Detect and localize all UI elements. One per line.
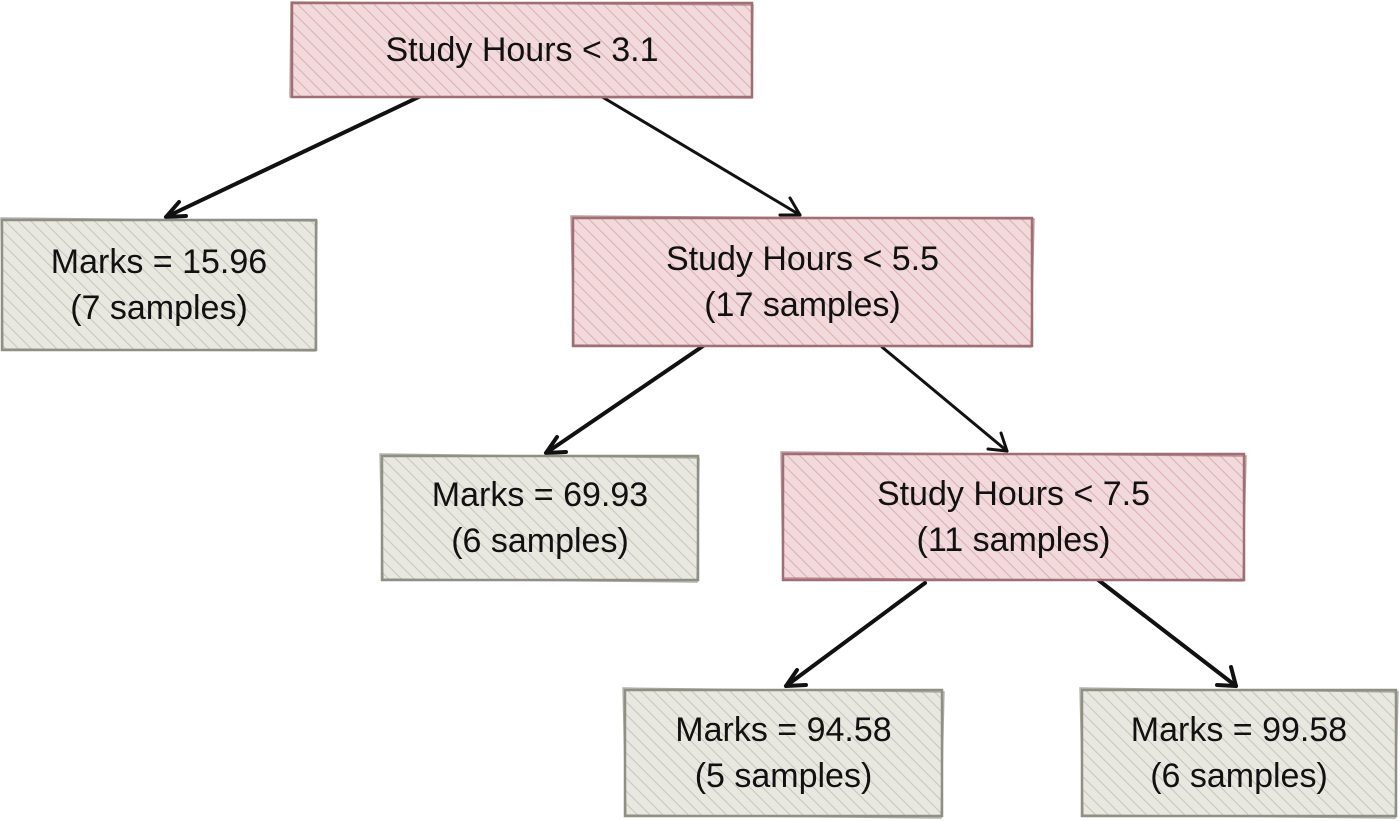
edge-root-right-to-mid-left — [544, 342, 708, 455]
edge-mid-right-to-low-right — [1095, 577, 1238, 688]
tree-connectors — [164, 93, 1238, 688]
leaf-node-root-left — [0, 217, 318, 352]
edge-root-to-root-left — [164, 93, 425, 219]
arrowhead-root-right — [778, 196, 802, 217]
leaf-node-mid-left — [379, 453, 700, 583]
decision-node-root — [289, 1, 754, 99]
arrowhead-low-right — [1215, 665, 1238, 688]
leaf-node-low-left — [622, 687, 945, 819]
arrowhead-root-left — [164, 200, 188, 219]
arrowhead-low-left — [784, 668, 808, 688]
decision-node-study-hours-5-5 — [570, 215, 1035, 348]
arrowhead-mid-left — [544, 435, 568, 455]
leaf-node-low-right — [1079, 687, 1399, 819]
edge-root-to-root-right — [597, 93, 802, 217]
decision-node-study-hours-7-5 — [780, 451, 1247, 582]
edge-root-right-to-mid-right — [880, 345, 1009, 453]
arrowhead-mid-right — [986, 431, 1009, 453]
edge-mid-right-to-low-left — [784, 581, 927, 688]
